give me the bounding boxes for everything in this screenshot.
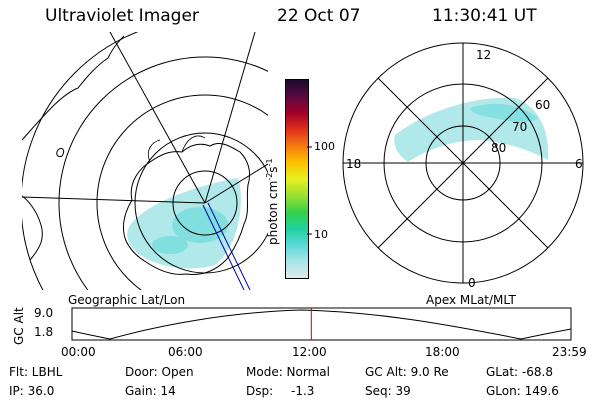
instrument-title: Ultraviolet Imager bbox=[45, 6, 199, 26]
dsp-info: Dsp: -1.3 bbox=[246, 384, 314, 398]
mlat-label-80: 80 bbox=[491, 141, 507, 155]
mlat-label-70: 70 bbox=[512, 120, 528, 134]
geographic-map-label: Geographic Lat/Lon bbox=[68, 293, 186, 307]
ip-info: IP: 36.0 bbox=[9, 384, 55, 398]
mlt-label-0: 0 bbox=[468, 276, 476, 290]
geographic-map-graphics bbox=[22, 32, 268, 290]
seq-info: Seq: 39 bbox=[365, 384, 411, 398]
satellite-track bbox=[207, 202, 251, 290]
colorbar-tick-10: 10 bbox=[314, 228, 328, 241]
colorbar bbox=[285, 79, 309, 279]
mlat-label-60: 60 bbox=[535, 98, 551, 112]
image-time: 11:30:41 UT bbox=[432, 6, 537, 26]
filter-info: Flt: LBHL bbox=[9, 365, 63, 379]
glat-info: GLat: -68.8 bbox=[486, 365, 553, 379]
apex-map-label: Apex MLat/MLT bbox=[426, 293, 516, 307]
colorbar-gradient bbox=[286, 80, 308, 278]
meridian-lines bbox=[22, 32, 268, 204]
altitude-ytick-low: 1.8 bbox=[34, 325, 54, 339]
door-info: Door: Open bbox=[125, 365, 194, 379]
mlt-label-12: 12 bbox=[476, 48, 492, 62]
time-tick-0600: 06:00 bbox=[168, 345, 203, 359]
altitude-ytick-high: 9.0 bbox=[34, 306, 54, 320]
antarctica-coastline bbox=[123, 143, 251, 275]
time-tick-2359: 23:59 bbox=[552, 345, 587, 359]
colorbar-tick-100: 100 bbox=[314, 140, 335, 153]
time-tick-1200: 12:00 bbox=[292, 345, 327, 359]
glon-info: GLon: 149.6 bbox=[486, 384, 559, 398]
image-date: 22 Oct 07 bbox=[277, 6, 361, 26]
mlt-label-18: 18 bbox=[346, 157, 362, 171]
time-tick-1800: 18:00 bbox=[425, 345, 460, 359]
time-tick-0000: 00:00 bbox=[61, 345, 96, 359]
dsp-value: -1.3 bbox=[290, 384, 315, 398]
mlt-label-6: 6 bbox=[575, 157, 583, 171]
gc-alt-info: GC Alt: 9.0 Re bbox=[365, 365, 449, 379]
polar-spokes bbox=[343, 43, 583, 283]
dsp-label: Dsp: bbox=[246, 384, 274, 398]
gain-info: Gain: 14 bbox=[125, 384, 176, 398]
mode-info: Mode: Normal bbox=[246, 365, 330, 379]
aurora-glow-apex bbox=[394, 97, 549, 162]
landmass-outline bbox=[22, 35, 125, 261]
altitude-curve bbox=[71, 309, 572, 340]
